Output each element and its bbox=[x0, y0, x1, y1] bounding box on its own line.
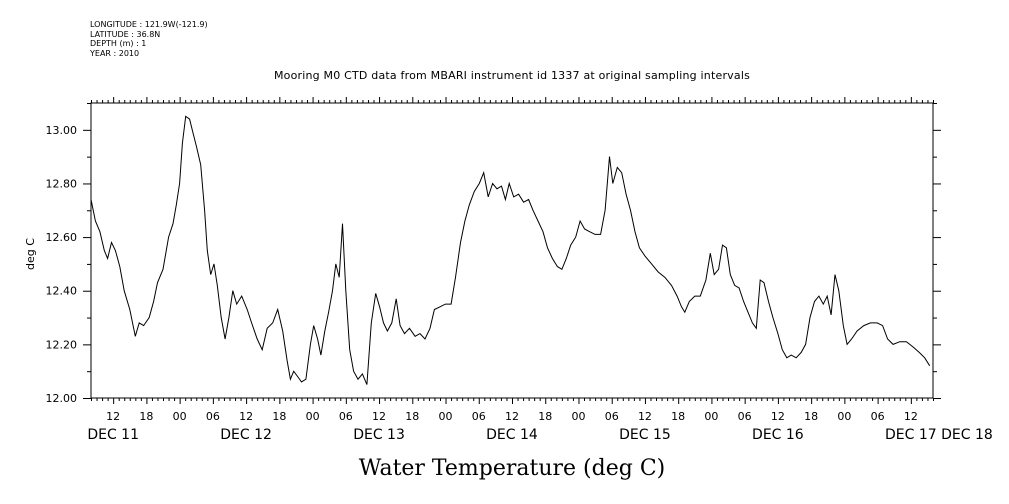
plot-border bbox=[90, 102, 934, 399]
x-date-label: DEC 16 bbox=[752, 427, 804, 443]
x-hour-label: 06 bbox=[339, 410, 353, 423]
series-line bbox=[90, 115, 931, 385]
x-hour-label: 06 bbox=[738, 410, 752, 423]
x-hour-label: 00 bbox=[306, 410, 320, 423]
x-hour-label: 18 bbox=[538, 410, 552, 423]
x-hour-label: 18 bbox=[139, 410, 153, 423]
y-tick-label: 13.00 bbox=[46, 124, 78, 137]
metadata-block: LONGITUDE : 121.9W(-121.9) LATITUDE : 36… bbox=[90, 20, 208, 58]
x-hour-label: 12 bbox=[372, 410, 386, 423]
x-date-label: DEC 18 bbox=[941, 427, 993, 443]
x-hour-label: 06 bbox=[605, 410, 619, 423]
x-hour-label: 12 bbox=[106, 410, 120, 423]
x-date-label: DEC 17 bbox=[885, 427, 937, 443]
x-hour-label: 06 bbox=[206, 410, 220, 423]
x-hour-label: 18 bbox=[405, 410, 419, 423]
y-tick-label: 12.00 bbox=[46, 392, 78, 405]
plot-frame bbox=[90, 97, 934, 404]
x-hour-label: 00 bbox=[837, 410, 851, 423]
year-text: YEAR : 2010 bbox=[90, 48, 140, 58]
longitude-text: LONGITUDE : 121.9W(-121.9) bbox=[90, 20, 208, 29]
x-date-label: DEC 13 bbox=[353, 427, 405, 443]
x-axis: 12 18 00 06 12 18 00 06 12 18 00 06 12 18 00 06 12 18 00 06… bbox=[87, 410, 993, 443]
y-tick-label: 12.40 bbox=[46, 285, 78, 298]
x-date-label: DEC 12 bbox=[220, 427, 272, 443]
x-hour-label: 12 bbox=[771, 410, 785, 423]
x-hour-label: 00 bbox=[704, 410, 718, 423]
y-axis: 12.00 12.20 12.40 12.60 12.80 13.00 bbox=[46, 103, 941, 405]
y-tick-label: 12.20 bbox=[46, 338, 78, 351]
x-hour-label: 12 bbox=[904, 410, 918, 423]
x-hour-label: 12 bbox=[239, 410, 253, 423]
x-hour-label: 18 bbox=[671, 410, 685, 423]
x-hour-label: 18 bbox=[804, 410, 818, 423]
x-axis-title: Water Temperature (deg C) bbox=[359, 456, 666, 481]
x-hour-label: 00 bbox=[173, 410, 187, 423]
x-hour-label: 18 bbox=[272, 410, 286, 423]
y-tick-label: 12.80 bbox=[46, 177, 78, 190]
x-hour-label: 00 bbox=[439, 410, 453, 423]
y-tick-label: 12.60 bbox=[46, 231, 78, 244]
chart-title: Mooring M0 CTD data from MBARI instrumen… bbox=[273, 69, 751, 82]
x-hour-label: 00 bbox=[571, 410, 585, 423]
latitude-text: LATITUDE : 36.8N bbox=[90, 29, 161, 39]
depth-text: DEPTH (m) : 1 bbox=[90, 39, 147, 48]
x-hour-label: 06 bbox=[472, 410, 486, 423]
x-hour-label: 06 bbox=[871, 410, 885, 423]
x-hour-label: 12 bbox=[638, 410, 652, 423]
x-date-label: DEC 11 bbox=[87, 427, 139, 443]
x-date-label: DEC 15 bbox=[619, 427, 671, 443]
x-date-label: DEC 14 bbox=[486, 427, 538, 443]
y-axis-title: deg C bbox=[24, 238, 37, 270]
x-hour-label: 12 bbox=[505, 410, 519, 423]
